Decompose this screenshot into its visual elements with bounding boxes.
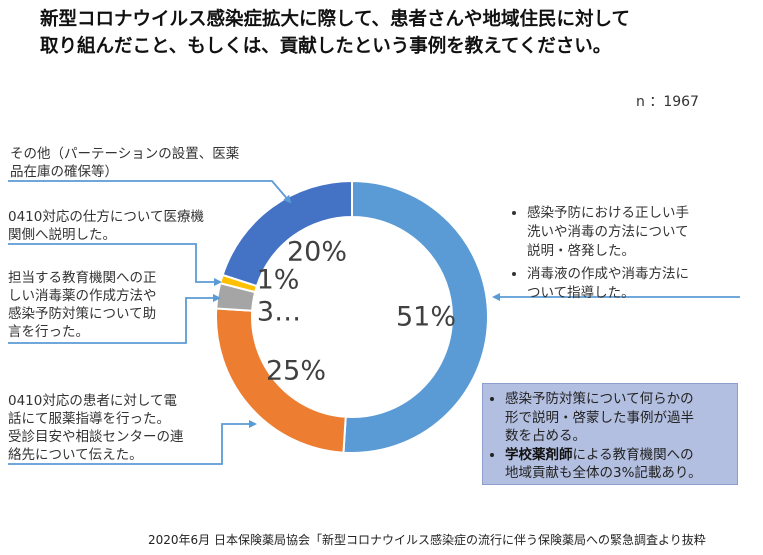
slice-label-3: 1% — [257, 265, 300, 296]
annotation-line: 絡先について伝えた。 — [8, 447, 143, 463]
slice-label-0: 51% — [396, 302, 456, 333]
summary-item-school-pharmacist: 学校薬剤師による教育機関への 地域貢献も全体の3%記載あり。 — [505, 446, 731, 483]
annotation-line: 関側へ説明した。 — [8, 227, 116, 243]
source-citation: 2020年6月 日本保険薬局協会「新型コロナウイルス感染症の流行に伴う保険薬局へ… — [148, 533, 706, 547]
summary-line: 学校薬剤師による教育機関への — [505, 446, 731, 465]
slice-label-2: 3… — [257, 297, 301, 328]
annotation-other: その他（パーテーションの設置、医薬 品在庫の確保等） — [10, 145, 239, 181]
donut-slice-0 — [342, 179, 489, 454]
annotation-medical: 0410対応の仕方について医療機 関側へ説明した。 — [8, 208, 204, 244]
donut-slice-4 — [221, 179, 353, 288]
annotation-line: 言を行った。 — [8, 324, 89, 340]
summary-text: による教育機関への — [572, 446, 694, 463]
annotation-line: 受診目安や相談センターの連 — [8, 429, 184, 445]
bullet-item-disinfectant: 消毒液の作成や消毒方法に ついて指導した。 — [527, 265, 745, 303]
annotation-education: 担当する教育機関への正 しい消毒薬の作成方法や 感染予防対策について助 言を行っ… — [8, 269, 157, 341]
right-bullet-list: 感染予防における正しい手 洗いや消毒の方法について 説明・啓発した。 消毒液の作… — [505, 204, 745, 307]
leader-lines — [8, 180, 740, 465]
sample-size-label: n ：1967 — [636, 94, 699, 110]
bullet-line: 感染予防における正しい手 — [527, 205, 689, 221]
page-title: 新型コロナウイルス感染症拡大に際して、患者さんや地域住民に対して 取り組んだこと… — [40, 6, 740, 60]
title-line-2: 取り組んだこと、もしくは、貢献したという事例を教えてください。 — [40, 36, 612, 57]
summary-line: 感染予防対策について何らかの — [505, 391, 694, 407]
slice-label-1: 25% — [266, 356, 326, 387]
annotation-line: しい消毒薬の作成方法や — [8, 288, 157, 304]
leader-medical — [8, 243, 222, 286]
summary-line: 数を占める。 — [505, 428, 586, 444]
annotation-line: 0410対応の患者に対して電 — [8, 393, 177, 409]
leader-other — [8, 180, 292, 204]
bullet-line: 洗いや消毒の方法について — [527, 224, 689, 240]
annotation-line: 話にて服薬指導を行った。 — [8, 411, 170, 427]
annotation-line: 0410対応の仕方について医療機 — [8, 209, 204, 225]
annotation-line: その他（パーテーションの設置、医薬 — [10, 146, 240, 162]
school-pharmacist-emphasis: 学校薬剤師 — [505, 446, 573, 463]
bullet-line: 消毒液の作成や消毒方法に — [527, 266, 689, 282]
summary-line: 地域貢献も全体の3%記載あり。 — [505, 465, 702, 481]
annotation-line: 品在庫の確保等） — [10, 164, 118, 180]
annotation-phone: 0410対応の患者に対して電 話にて服薬指導を行った。 受診目安や相談センターの… — [8, 392, 184, 464]
summary-line: 形で説明・啓蒙した事例が過半 — [505, 409, 694, 426]
bullet-line: ついて指導した。 — [527, 285, 635, 301]
summary-box: 感染予防対策について何らかの 形で説明・啓蒙した事例が過半 数を占める。 学校薬… — [482, 383, 738, 485]
annotation-line: 感染予防対策について助 — [8, 306, 157, 322]
annotation-line: 担当する教育機関への正 — [8, 270, 157, 286]
donut-labels: 51% 25% 3…1%20% — [257, 237, 456, 387]
leader-education — [8, 294, 221, 344]
title-line-1: 新型コロナウイルス感染症拡大に際して、患者さんや地域住民に対して — [40, 9, 630, 30]
leader-phone — [8, 420, 257, 465]
summary-item-majority: 感染予防対策について何らかの 形で説明・啓蒙した事例が過半 数を占める。 — [505, 390, 731, 446]
bullet-line: 説明・啓発した。 — [527, 243, 635, 259]
bullet-item-hand-washing: 感染予防における正しい手 洗いや消毒の方法について 説明・啓発した。 — [527, 204, 745, 261]
slice-label-4: 20% — [287, 237, 347, 268]
donut-slices — [215, 179, 489, 454]
